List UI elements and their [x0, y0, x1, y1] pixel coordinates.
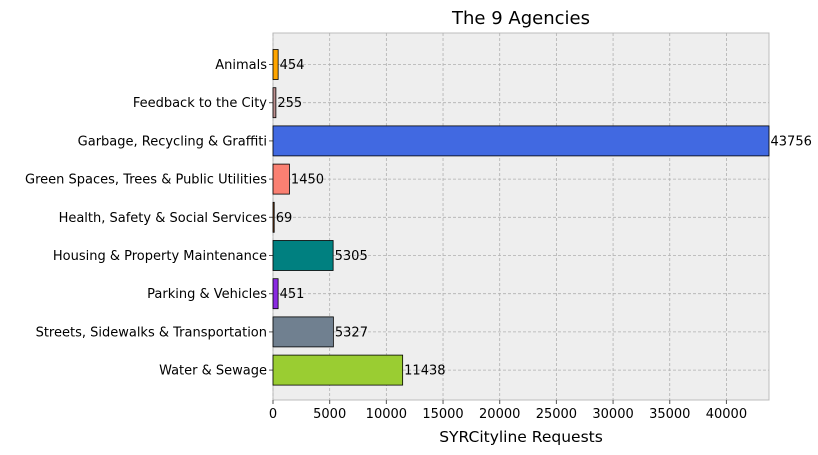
bar: [272, 87, 277, 119]
category-label: Parking & Vehicles: [147, 287, 267, 302]
data-label: 451: [280, 287, 305, 302]
labels: 0 5000 10000 15000 20000 25000 30000 35000 40000…: [25, 58, 812, 422]
x-tick-label: 5000: [313, 407, 346, 422]
x-tick-label: 0: [269, 407, 277, 422]
category-label: Green Spaces, Trees & Public Utilities: [25, 173, 267, 188]
data-label: 5327: [335, 325, 368, 340]
bars: [272, 49, 770, 386]
data-label: 5305: [335, 249, 368, 264]
category-label: Health, Safety & Social Services: [59, 211, 268, 226]
data-label: 255: [277, 96, 302, 111]
bar: [272, 49, 279, 80]
x-tick-label: 20000: [479, 407, 520, 422]
bar: [272, 125, 770, 157]
x-tick-label: 15000: [422, 407, 463, 422]
bar: [272, 240, 334, 271]
x-tick-label: 40000: [706, 407, 747, 422]
bar: [272, 163, 290, 195]
x-axis-label: SYRCityline Requests: [439, 428, 603, 446]
data-label: 69: [276, 211, 293, 226]
bar: [272, 316, 334, 348]
x-tick-label: 30000: [592, 407, 633, 422]
chart-title: The 9 Agencies: [451, 8, 590, 29]
bar: [272, 354, 404, 386]
category-label: Garbage, Recycling & Graffiti: [78, 134, 267, 149]
x-tick-label: 10000: [366, 407, 407, 422]
x-tick-label: 25000: [536, 407, 577, 422]
data-label: 1450: [291, 173, 324, 188]
category-label: Water & Sewage: [159, 364, 267, 379]
bar: [272, 201, 275, 233]
category-label: Feedback to the City: [133, 96, 267, 111]
grid: [269, 33, 769, 404]
x-tick-label: 35000: [649, 407, 690, 422]
category-label: Streets, Sidewalks & Transportation: [36, 325, 267, 340]
data-label: 454: [280, 58, 305, 73]
category-label: Housing & Property Maintenance: [53, 249, 267, 264]
data-label: 43756: [771, 134, 812, 149]
plot-area: [272, 32, 770, 401]
data-label: 11438: [404, 364, 445, 379]
bar: [272, 278, 279, 310]
category-label: Animals: [215, 58, 267, 73]
